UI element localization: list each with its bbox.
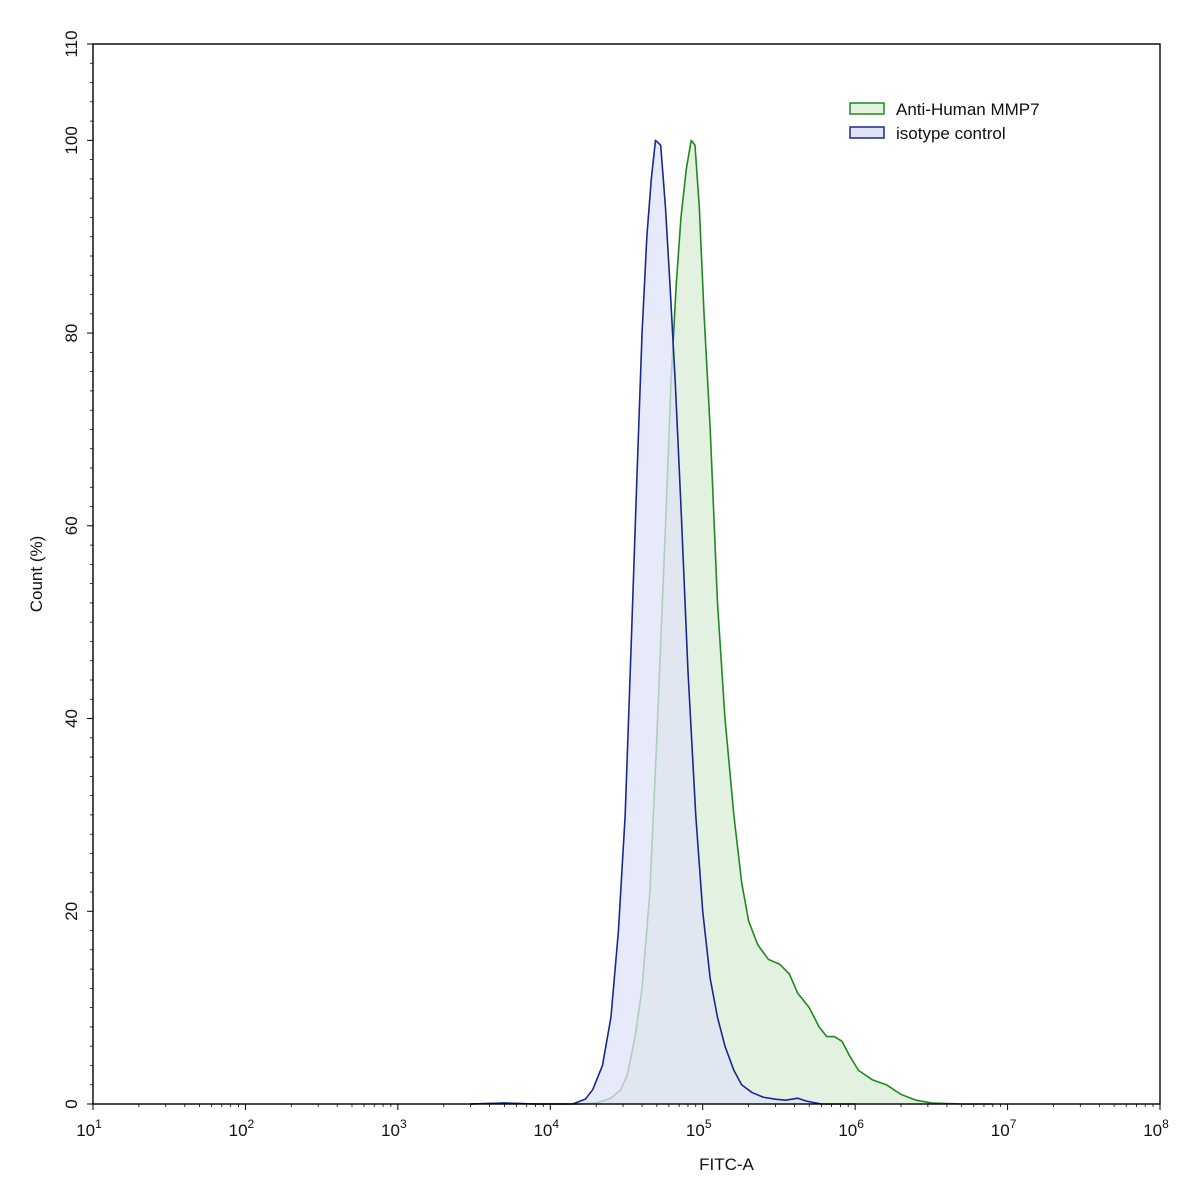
x-tick-label: 108 [1143,1117,1169,1140]
legend-label: Anti-Human MMP7 [896,100,1040,119]
x-tick-label: 104 [533,1117,559,1140]
y-axis-title: Count (%) [27,536,46,613]
plot-frame [92,43,1161,1105]
series-fill-isotype-control [470,140,856,1105]
y-tick-label: 0 [62,1099,81,1108]
x-tick-label: 105 [686,1117,712,1140]
x-tick-label: 101 [76,1117,102,1140]
y-tick-label: 60 [62,516,81,535]
x-tick-label: 103 [381,1117,407,1140]
y-tick-label: 40 [62,709,81,728]
x-tick-label: 106 [838,1117,864,1140]
y-tick-label: 110 [62,30,81,57]
x-axis-title: FITC-A [699,1155,754,1174]
series-fill-anti-human-mmp7 [470,140,993,1105]
y-tick-label: 100 [62,126,81,154]
legend-label: isotype control [896,124,1006,143]
legend-swatch [849,126,885,139]
series-line-isotype-control [470,139,856,1105]
x-tick-label: 107 [991,1117,1017,1140]
x-tick-label: 102 [229,1117,255,1140]
y-tick-label: 20 [62,902,81,921]
legend-swatch [849,102,885,115]
y-tick-label: 80 [62,324,81,343]
